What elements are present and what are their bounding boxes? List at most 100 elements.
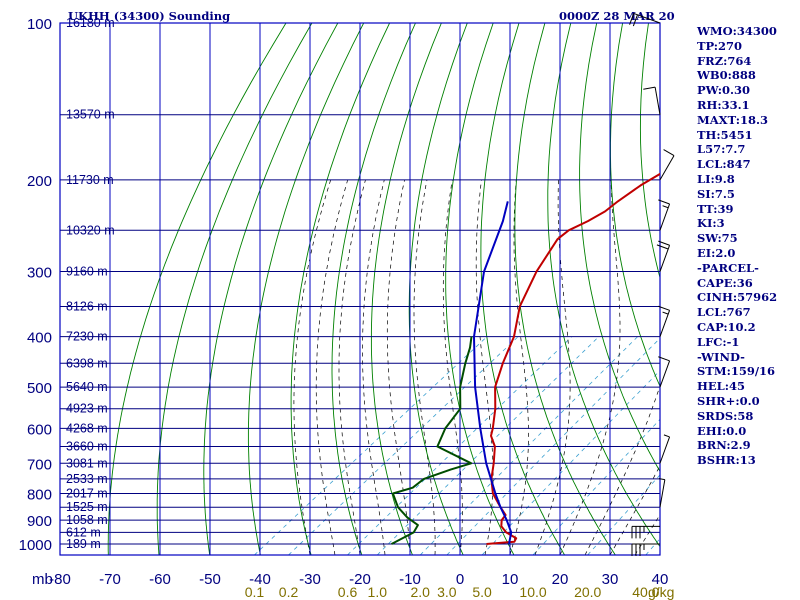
pressure-tick-label: 600 bbox=[27, 421, 52, 438]
moist-adiabat bbox=[442, 179, 463, 555]
wind-barb-flag bbox=[643, 86, 656, 90]
temperature-tick-label: 0 bbox=[456, 571, 464, 588]
height-label: 189 m bbox=[66, 537, 101, 551]
profiles bbox=[391, 172, 660, 545]
mixing-ratio-tick-label: 40.0 bbox=[632, 584, 659, 600]
index-item: WMO:34300 bbox=[697, 24, 777, 38]
pressure-tick-label: 300 bbox=[27, 265, 52, 282]
wind-barb-halfflag bbox=[662, 311, 669, 315]
moist-adiabat bbox=[509, 179, 529, 555]
height-label: 1058 m bbox=[66, 513, 108, 527]
index-item: CINH:57962 bbox=[697, 290, 778, 305]
pressure-tick-label: 900 bbox=[27, 513, 52, 530]
dry-adiabat bbox=[107, 23, 287, 555]
dry-adiabat bbox=[156, 23, 313, 555]
pressure-tick-label: 400 bbox=[27, 330, 52, 347]
dry-adiabat bbox=[203, 23, 339, 555]
moist-adiabat bbox=[413, 179, 436, 555]
grid bbox=[59, 22, 661, 556]
dewpoint-profile bbox=[391, 336, 473, 545]
moist-adiabat bbox=[338, 179, 366, 555]
pressure-tick-label: 500 bbox=[27, 380, 52, 397]
mixing-ratio-tick-label: 0.1 bbox=[245, 584, 265, 600]
mixing-ratio-tick-label: 10.0 bbox=[519, 584, 546, 600]
wind-barb-staff bbox=[659, 310, 671, 337]
wind-barb-halfflag bbox=[662, 205, 669, 209]
mixing-ratio-tick-label: 3.0 bbox=[437, 584, 457, 600]
temperature-tick-label: 40 bbox=[652, 571, 669, 588]
wind-barb-flag bbox=[658, 356, 670, 362]
wind-barb-halfflag bbox=[658, 478, 665, 481]
wind-barb-flag bbox=[658, 199, 670, 205]
index-item: LI:9.8 bbox=[697, 171, 735, 186]
temperature-profile bbox=[486, 172, 660, 545]
height-label: 5640 m bbox=[66, 380, 108, 394]
wind-barb-flag bbox=[656, 244, 669, 250]
index-item: PW:0.30 bbox=[697, 83, 751, 98]
pressure-tick-label: 200 bbox=[27, 173, 52, 190]
index-item: KI:3 bbox=[697, 216, 725, 231]
index-item: HEL:45 bbox=[697, 379, 745, 394]
index-item: SHR+:0.0 bbox=[697, 393, 760, 408]
index-item: RH:33.1 bbox=[697, 97, 750, 112]
height-label: 4268 m bbox=[66, 421, 108, 435]
temperature-tick-label: -10 bbox=[399, 571, 421, 588]
dry-adiabat bbox=[290, 23, 391, 555]
index-item: -PARCEL- bbox=[697, 260, 759, 275]
height-label: 8126 m bbox=[66, 299, 108, 313]
height-label: 3660 m bbox=[66, 439, 108, 453]
height-label: 1525 m bbox=[66, 500, 108, 514]
index-item: TT:39 bbox=[697, 201, 734, 216]
temperature-tick-label: 10 bbox=[502, 571, 519, 588]
index-item: MAXT:18.3 bbox=[697, 112, 768, 127]
index-item: EI:2.0 bbox=[697, 245, 736, 260]
dry-adiabats bbox=[107, 23, 660, 555]
mixing-ratio-tick-label: 1.0 bbox=[368, 584, 388, 600]
height-label: 612 m bbox=[66, 525, 101, 539]
wind-barb-staff bbox=[659, 245, 671, 272]
index-item: CAP:10.2 bbox=[697, 319, 756, 334]
temperature-tick-label: -80 bbox=[49, 571, 71, 588]
parcel-profile bbox=[473, 201, 513, 545]
index-item: L57:7.7 bbox=[697, 142, 746, 157]
index-item: SI:7.5 bbox=[697, 186, 735, 201]
dry-adiabat bbox=[408, 23, 468, 555]
index-item: LCL:847 bbox=[697, 157, 751, 172]
moist-adiabat bbox=[386, 179, 411, 555]
mixing-ratio-line bbox=[532, 418, 660, 555]
temperature-tick-label: -30 bbox=[299, 571, 321, 588]
wind-barb-flag bbox=[632, 14, 638, 27]
moist-adiabat bbox=[362, 179, 386, 555]
indices-list: WMO:34300 TP:270 FRZ:764 WB0:888 PW:0.30 RH:3… bbox=[697, 24, 777, 468]
dry-adiabat bbox=[247, 23, 365, 555]
index-item: -WIND- bbox=[697, 349, 745, 364]
plot-frame bbox=[59, 22, 661, 556]
height-label: 3081 m bbox=[66, 456, 108, 470]
index-item: SW:75 bbox=[697, 231, 738, 246]
mixing-ratio-line bbox=[446, 337, 660, 555]
index-item: STM:159/16 bbox=[697, 364, 776, 379]
wind-barbs bbox=[629, 12, 675, 556]
wind-barb-staff bbox=[659, 360, 671, 388]
index-item: EHI:0.0 bbox=[697, 423, 747, 438]
wind-barb-staff bbox=[659, 479, 666, 508]
height-label: 6398 m bbox=[66, 356, 108, 370]
mixing-ratio-line bbox=[347, 336, 573, 555]
dry-adiabat bbox=[514, 23, 616, 555]
dry-adiabat bbox=[547, 23, 660, 548]
moist-adiabat bbox=[584, 384, 660, 555]
index-item: LFC:-1 bbox=[697, 334, 740, 349]
height-label: 13570 m bbox=[66, 108, 115, 122]
dry-adiabat bbox=[480, 23, 565, 555]
dry-adiabat bbox=[579, 23, 660, 473]
pressure-tick-label: 700 bbox=[27, 456, 52, 473]
wind-barb-staff bbox=[633, 12, 661, 24]
dry-adiabat bbox=[610, 23, 660, 388]
height-label: 2533 m bbox=[66, 472, 108, 486]
mixing-ratio-line bbox=[377, 336, 600, 555]
temperature-tick-label: -60 bbox=[149, 571, 171, 588]
wind-barb-staff bbox=[654, 87, 661, 115]
index-item: WB0:888 bbox=[697, 68, 756, 83]
